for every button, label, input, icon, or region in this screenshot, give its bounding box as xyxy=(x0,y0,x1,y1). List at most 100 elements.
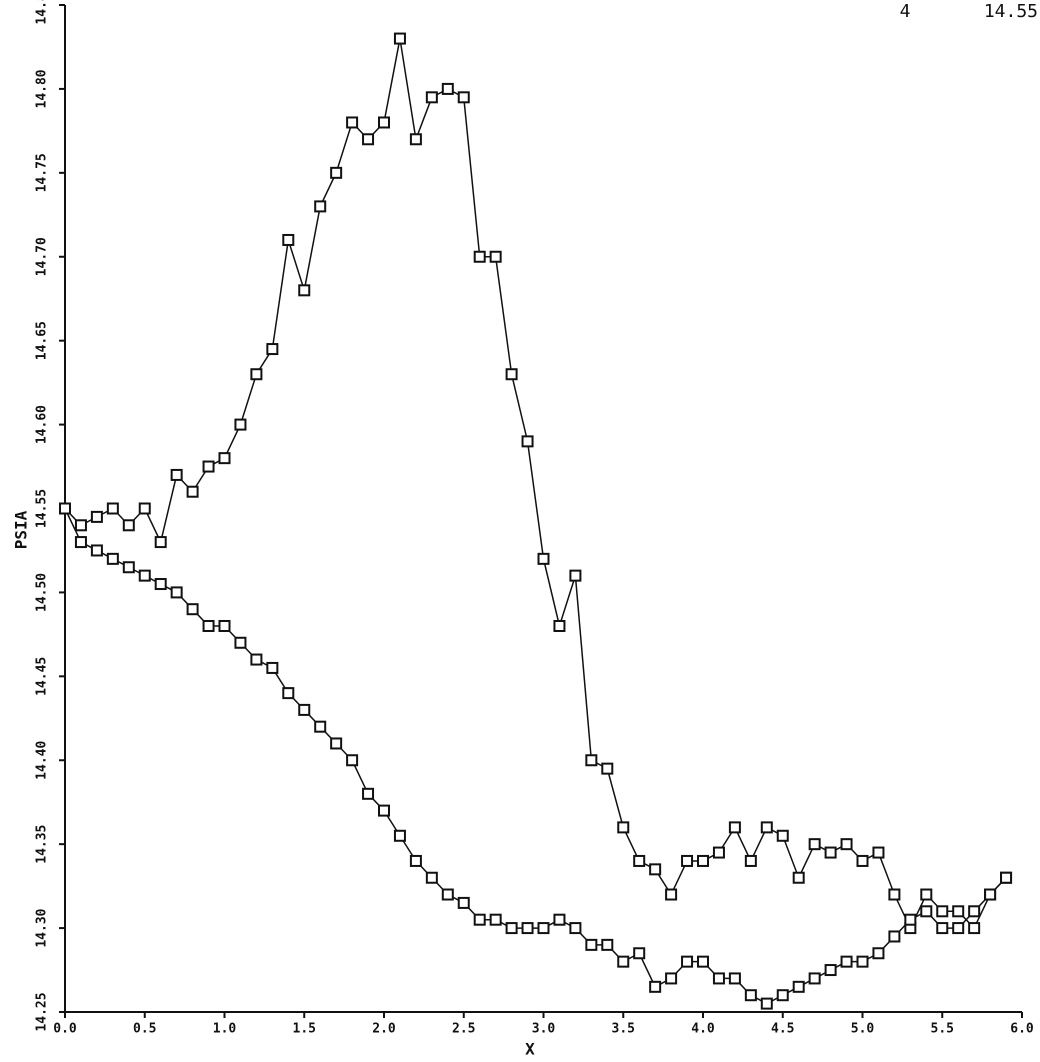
marker xyxy=(202,460,215,473)
y-tick-label: 14.40 xyxy=(35,741,50,780)
marker xyxy=(760,821,773,834)
y-tick-label: 14.70 xyxy=(35,237,50,276)
marker xyxy=(202,619,215,632)
marker xyxy=(824,964,837,977)
marker xyxy=(234,418,247,431)
marker xyxy=(441,82,454,95)
marker xyxy=(505,368,518,381)
marker xyxy=(473,913,486,926)
marker xyxy=(792,871,805,884)
x-tick-label: 0.0 xyxy=(53,1022,77,1037)
marker xyxy=(409,133,422,146)
y-tick-label: 14.85 xyxy=(35,0,50,25)
y-tick-label: 14.25 xyxy=(35,992,50,1031)
marker xyxy=(122,561,135,574)
marker xyxy=(250,653,263,666)
marker xyxy=(218,619,231,632)
y-axis-label: PSIA xyxy=(12,510,31,549)
marker xyxy=(250,368,263,381)
marker xyxy=(968,922,981,935)
marker xyxy=(776,989,789,1002)
x-tick-label: 1.0 xyxy=(213,1022,237,1037)
marker xyxy=(521,922,534,935)
marker xyxy=(362,133,375,146)
marker xyxy=(776,829,789,842)
marker xyxy=(984,888,997,901)
marker xyxy=(856,854,869,867)
marker xyxy=(378,116,390,129)
marker xyxy=(712,846,725,859)
marker xyxy=(489,250,502,263)
marker xyxy=(856,955,869,968)
x-tick-label: 5.5 xyxy=(931,1022,954,1037)
marker xyxy=(138,569,151,582)
marker xyxy=(505,922,518,935)
marker xyxy=(425,91,438,104)
y-tick-label: 14.65 xyxy=(35,321,50,360)
marker xyxy=(441,888,454,901)
marker xyxy=(649,980,662,993)
marker xyxy=(425,871,438,884)
marker xyxy=(1000,871,1013,884)
x-tick-label: 5.0 xyxy=(851,1022,875,1037)
y-tick-label: 14.35 xyxy=(35,825,50,864)
y-tick-label: 14.50 xyxy=(35,573,50,612)
marker xyxy=(330,166,343,179)
marker xyxy=(936,922,949,935)
marker xyxy=(633,947,646,960)
marker xyxy=(872,846,885,859)
x-tick-label: 0.5 xyxy=(133,1022,156,1037)
marker xyxy=(728,821,741,834)
annotation: 14.55 xyxy=(984,1,1038,22)
marker xyxy=(378,804,390,817)
marker xyxy=(585,938,598,951)
marker xyxy=(138,502,151,515)
marker xyxy=(154,536,167,549)
series-line xyxy=(64,508,1007,1005)
marker xyxy=(234,636,247,649)
marker xyxy=(840,838,853,851)
marker xyxy=(617,821,630,834)
marker xyxy=(537,552,550,565)
marker xyxy=(712,972,725,985)
marker xyxy=(888,888,901,901)
marker xyxy=(186,603,199,616)
marker xyxy=(920,888,933,901)
marker xyxy=(537,922,550,935)
marker xyxy=(266,661,279,674)
marker xyxy=(90,510,103,523)
marker xyxy=(872,947,885,960)
y-tick-label: 14.80 xyxy=(35,69,50,108)
marker xyxy=(920,905,933,918)
marker xyxy=(824,846,837,859)
marker xyxy=(362,787,375,800)
annotation: 4 xyxy=(900,1,911,22)
marker xyxy=(330,737,343,750)
marker xyxy=(282,233,295,246)
marker xyxy=(521,435,534,448)
marker xyxy=(186,485,199,498)
marker xyxy=(840,955,853,968)
marker xyxy=(409,854,422,867)
marker xyxy=(697,854,709,867)
marker xyxy=(760,997,773,1010)
marker xyxy=(106,552,119,565)
marker xyxy=(170,468,183,481)
marker xyxy=(697,955,709,968)
series-line xyxy=(64,38,1007,930)
marker xyxy=(904,913,917,926)
marker xyxy=(569,569,582,582)
marker xyxy=(59,502,71,515)
marker xyxy=(266,343,279,356)
marker xyxy=(170,586,183,599)
x-tick-label: 1.5 xyxy=(293,1022,316,1037)
marker xyxy=(298,703,311,716)
marker xyxy=(601,762,614,775)
x-tick-label: 6.0 xyxy=(1010,1022,1034,1037)
y-tick-label: 14.55 xyxy=(35,489,50,528)
x-tick-label: 2.5 xyxy=(452,1022,475,1037)
marker xyxy=(393,829,406,842)
marker xyxy=(74,519,87,532)
marker xyxy=(569,922,582,935)
